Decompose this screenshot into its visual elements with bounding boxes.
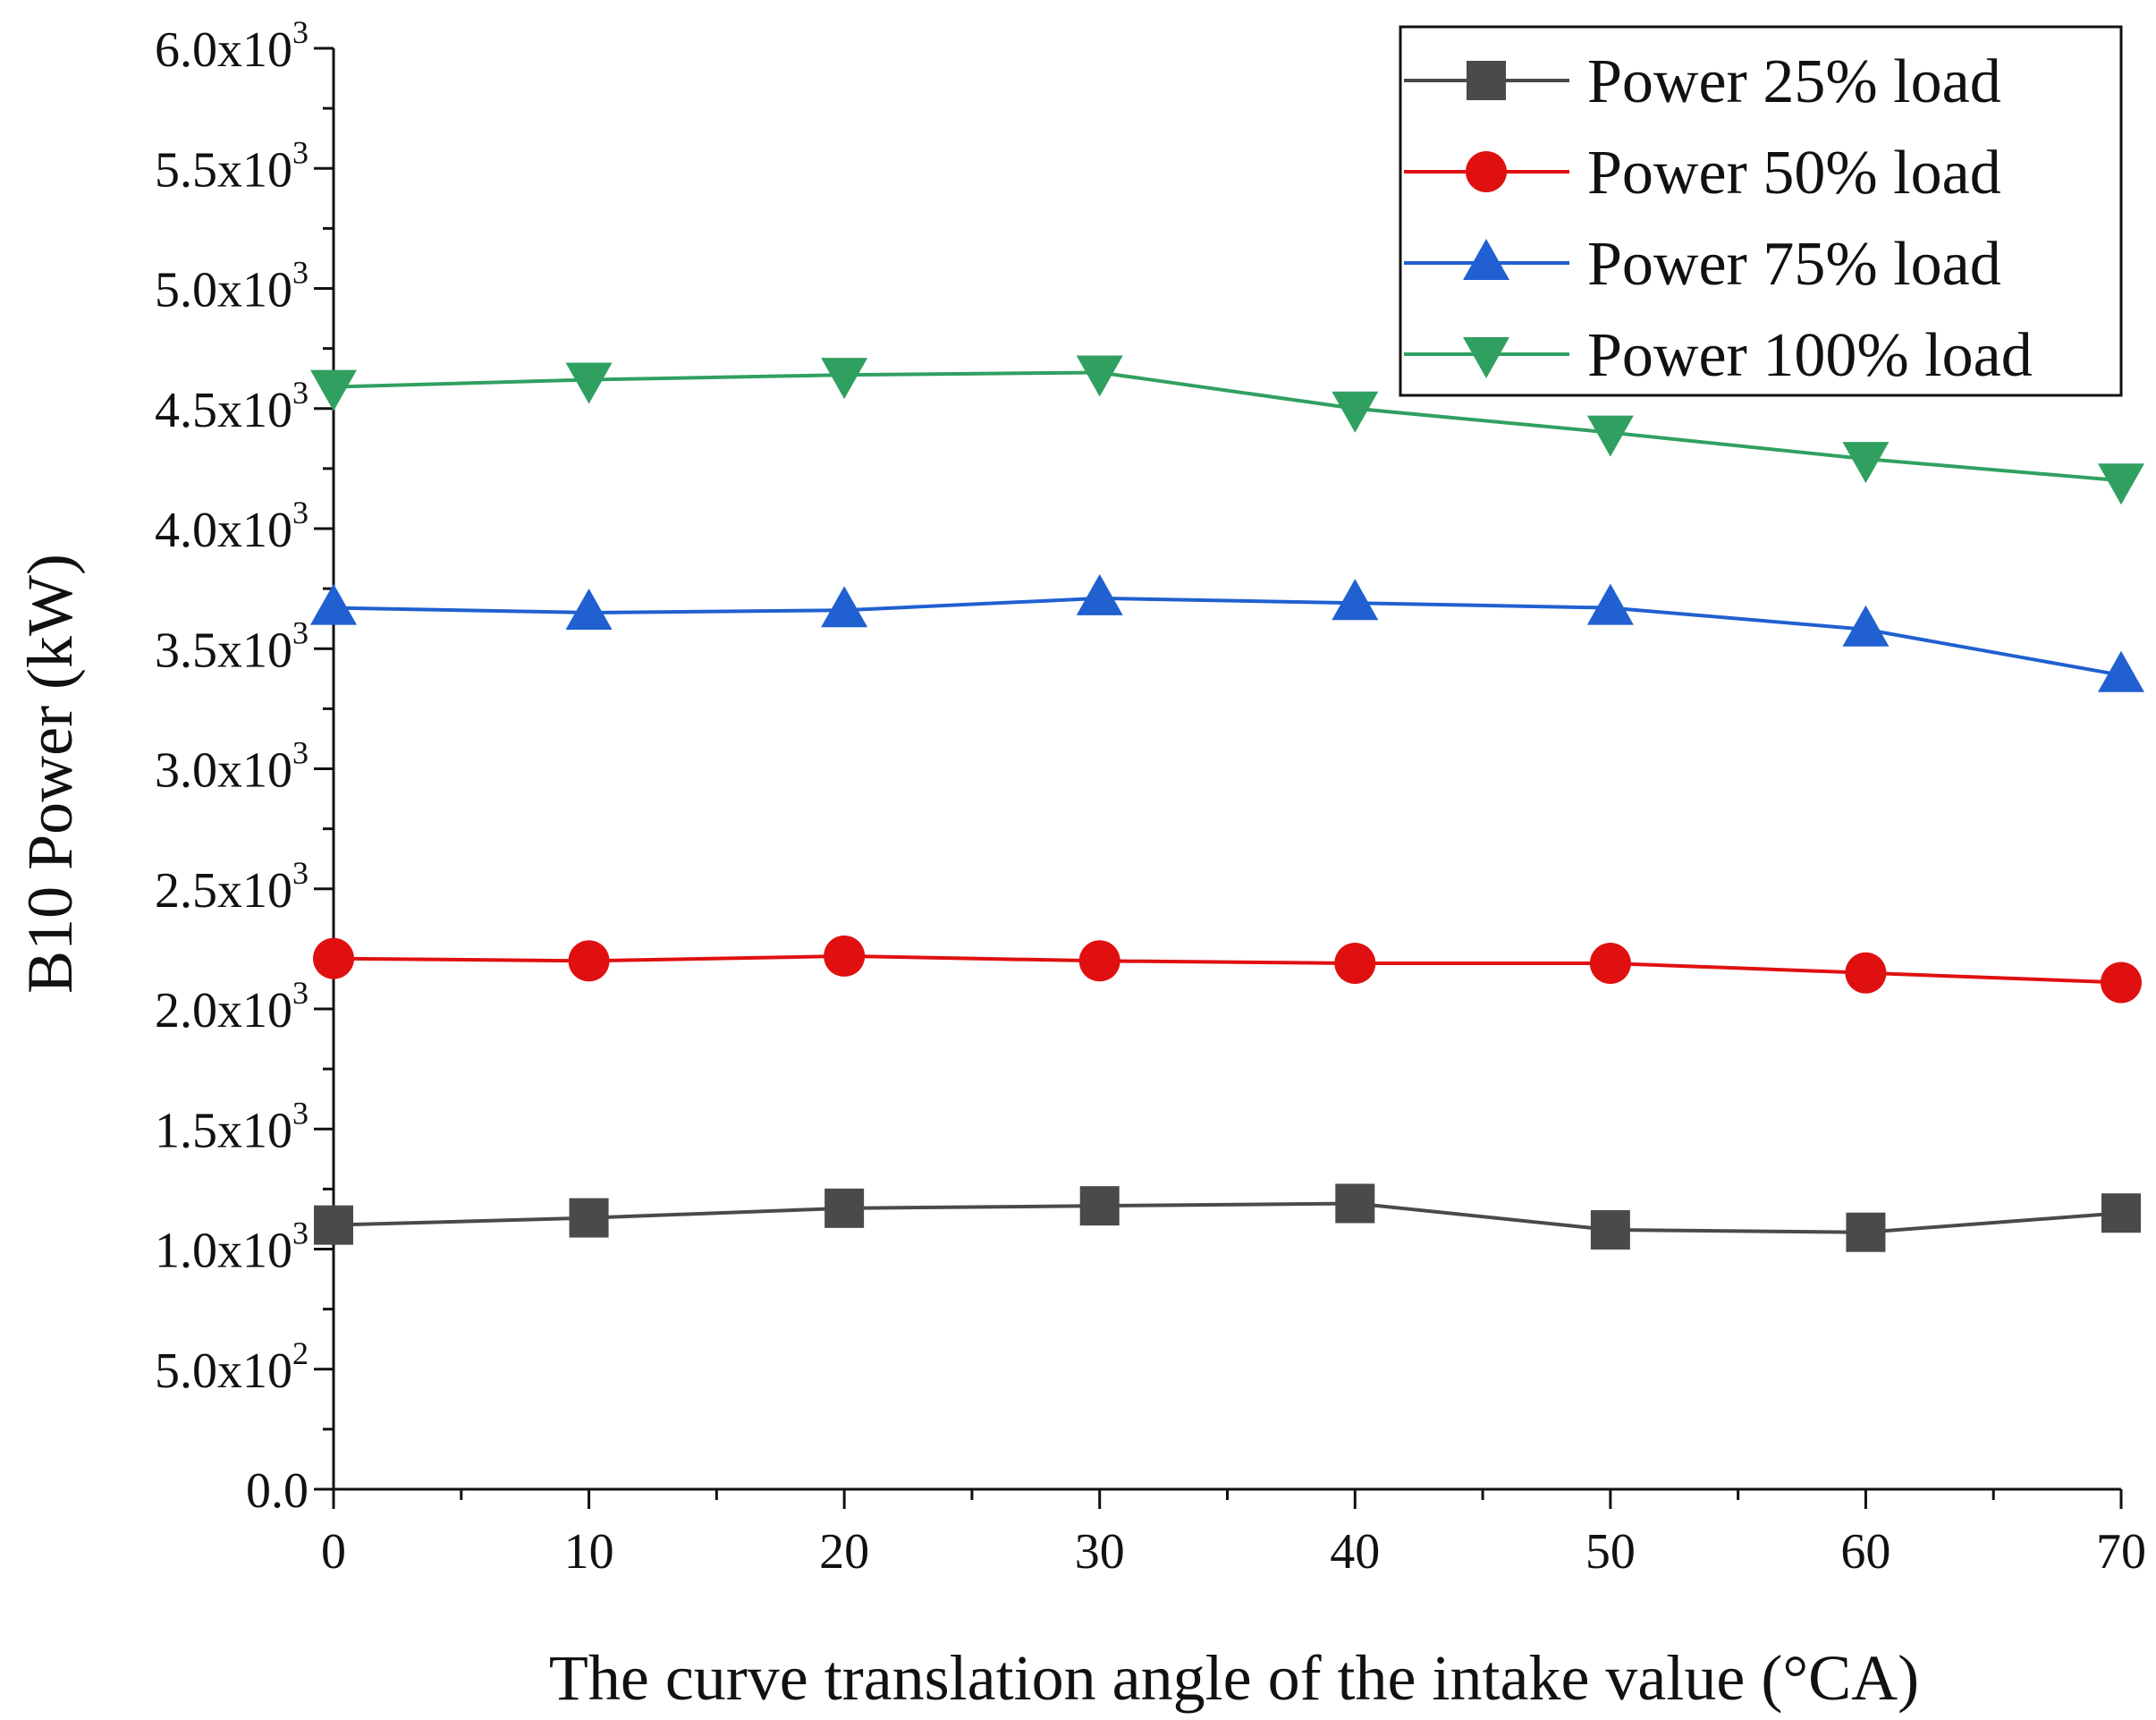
data-point [1334, 942, 1376, 984]
data-point [821, 358, 868, 400]
data-point [569, 1198, 609, 1238]
x-tick-label: 30 [1075, 1524, 1125, 1580]
data-point [2101, 1193, 2141, 1233]
legend-marker [1466, 151, 1507, 192]
series-line [333, 596, 2122, 677]
y-tick-label: 5.0x102 [155, 1335, 309, 1399]
x-tick-label: 40 [1330, 1524, 1380, 1580]
legend-label: Power 100% load [1587, 321, 2033, 390]
y-tick-label: 6.0x103 [155, 14, 309, 78]
series-line [333, 953, 2122, 985]
series-line [333, 370, 2122, 483]
data-point [824, 935, 866, 977]
data-point [2098, 650, 2144, 692]
x-tick-label: 0 [321, 1524, 346, 1580]
x-tick-label: 20 [819, 1524, 869, 1580]
data-point [1076, 573, 1123, 615]
data-point [2101, 962, 2142, 1004]
y-tick-label: 2.0x103 [155, 975, 309, 1038]
y-tick-label: 0.0 [246, 1463, 309, 1519]
data-point [1332, 391, 1379, 433]
legend-label: Power 50% load [1587, 139, 2001, 208]
legend: Power 25% load Power 50% load Power 75% lo… [1399, 25, 2123, 397]
data-point [1590, 1210, 1630, 1250]
x-tick-label: 60 [1840, 1524, 1890, 1580]
data-point [1846, 1212, 1886, 1252]
data-point [565, 588, 613, 630]
legend-marker [1463, 337, 1509, 378]
legend-label: Power 75% load [1587, 230, 2001, 299]
data-point [314, 1205, 353, 1245]
axes: 0.0 5.0x102 1.0x103 1.5x103 2.0x103 2.5x103 3.… [155, 14, 2146, 1580]
data-point [1586, 583, 1634, 625]
data-point [1335, 1183, 1375, 1224]
legend-marker [1463, 239, 1509, 280]
data-point [310, 369, 357, 411]
series-4 [310, 355, 2144, 505]
y-axis-title: B10 Power (kW) [14, 554, 86, 994]
data-point [2098, 463, 2144, 505]
y-tick-label: 2.5x103 [155, 855, 309, 919]
data-point [1079, 1186, 1120, 1226]
data-point [1845, 952, 1887, 994]
x-axis-title: The curve translation angle of the intak… [549, 1642, 1919, 1714]
legend-marker [1467, 61, 1506, 100]
y-tick-label: 3.0x103 [155, 735, 309, 799]
data-point [1842, 442, 1890, 484]
y-tick-label: 4.5x103 [155, 375, 309, 438]
y-tick-label: 5.0x103 [155, 255, 309, 318]
y-tick-label: 1.5x103 [155, 1095, 309, 1158]
series-1 [314, 1183, 2141, 1252]
series-2 [313, 935, 2142, 1004]
y-tick-label: 3.5x103 [155, 614, 309, 678]
data-point [1842, 605, 1890, 647]
x-tick-label: 50 [1585, 1524, 1636, 1580]
series-3 [310, 573, 2144, 692]
series-line [333, 1201, 2122, 1234]
x-tick-label: 10 [564, 1524, 614, 1580]
data-point [824, 1188, 865, 1228]
data-point [821, 586, 868, 628]
legend-label: Power 25% load [1587, 47, 2001, 116]
legend-box [1399, 25, 2123, 397]
data-point [313, 937, 354, 979]
y-tick-label: 4.0x103 [155, 495, 309, 558]
data-point [568, 940, 610, 982]
series-layer [310, 355, 2144, 1252]
data-point [310, 583, 357, 625]
data-point [1589, 942, 1631, 984]
data-point [565, 362, 613, 404]
y-tick-label: 1.0x103 [155, 1216, 309, 1279]
data-point [1078, 940, 1120, 982]
data-point [1076, 355, 1123, 397]
y-tick-label: 5.5x103 [155, 134, 309, 198]
data-point [1586, 415, 1634, 457]
x-tick-label: 70 [2096, 1524, 2146, 1580]
data-point [1332, 579, 1379, 621]
